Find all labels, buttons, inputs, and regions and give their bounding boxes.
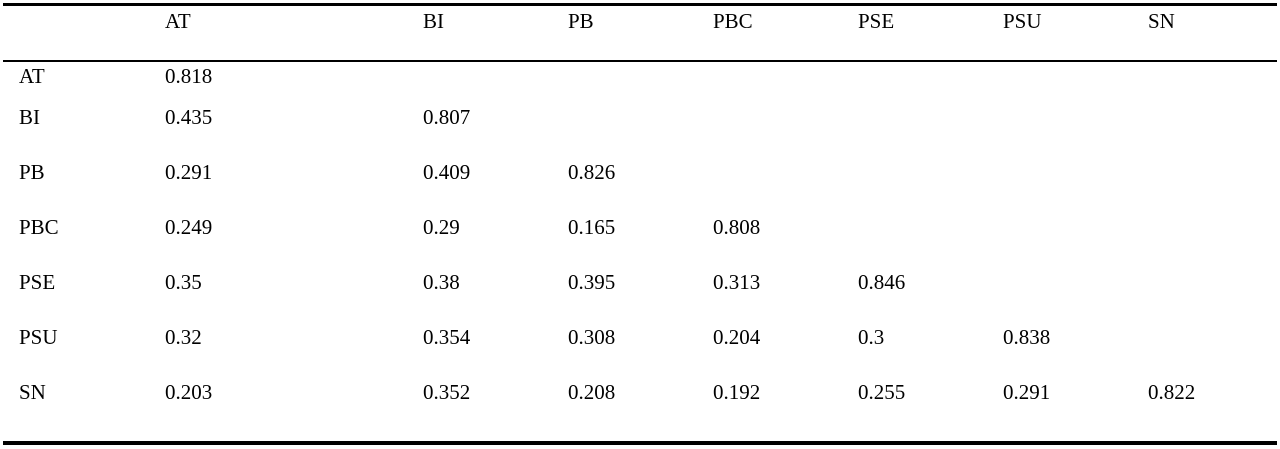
table-row: SN 0.203 0.352 0.208 0.192 0.255 0.291 0… bbox=[0, 365, 1280, 420]
row-label: PBC bbox=[19, 215, 59, 239]
table-cell: 0.822 bbox=[1148, 380, 1196, 404]
table-cell: 0.291 bbox=[165, 160, 213, 184]
table-cell: 0.395 bbox=[568, 270, 616, 294]
table-row: PB 0.291 0.409 0.826 bbox=[0, 145, 1280, 200]
table-cell bbox=[713, 145, 858, 200]
table-cell bbox=[1003, 255, 1148, 310]
table-cell: 0.846 bbox=[858, 270, 906, 294]
table-cell: 0.818 bbox=[165, 63, 213, 88]
table-cell: 0.291 bbox=[1003, 380, 1051, 404]
table-cell: 0.38 bbox=[423, 270, 460, 294]
table-cell bbox=[713, 62, 858, 90]
table-cell: 0.29 bbox=[423, 215, 460, 239]
column-header: PSE bbox=[858, 8, 895, 33]
table-cell bbox=[1148, 200, 1280, 255]
corner-cell bbox=[0, 0, 165, 42]
table-cell: 0.255 bbox=[858, 380, 906, 404]
table-cell: 0.165 bbox=[568, 215, 616, 239]
table-cell: 0.208 bbox=[568, 380, 616, 404]
table-cell: 0.203 bbox=[165, 380, 213, 404]
table-header-row: AT BI PB PBC PSE PSU SN bbox=[0, 0, 1280, 42]
table-row: PSU 0.32 0.354 0.308 0.204 0.3 0.838 bbox=[0, 310, 1280, 365]
table-cell: 0.35 bbox=[165, 270, 202, 294]
table-cell bbox=[423, 62, 568, 90]
table-cell: 0.435 bbox=[165, 105, 213, 129]
table-cell bbox=[1148, 90, 1280, 145]
table-cell: 0.313 bbox=[713, 270, 761, 294]
table-cell bbox=[1003, 145, 1148, 200]
table-row: PSE 0.35 0.38 0.395 0.313 0.846 bbox=[0, 255, 1280, 310]
table-cell bbox=[1148, 255, 1280, 310]
column-header: SN bbox=[1148, 8, 1175, 33]
table-cell: 0.409 bbox=[423, 160, 471, 184]
table-cell: 0.354 bbox=[423, 325, 471, 349]
row-label: AT bbox=[19, 63, 45, 88]
table-row: BI 0.435 0.807 bbox=[0, 90, 1280, 145]
table-cell: 0.807 bbox=[423, 105, 471, 129]
table-cell bbox=[568, 90, 713, 145]
row-label: BI bbox=[19, 105, 40, 129]
table-cell bbox=[858, 62, 1003, 90]
table-cell: 0.204 bbox=[713, 325, 761, 349]
table-cell bbox=[1148, 145, 1280, 200]
table-row: PBC 0.249 0.29 0.165 0.808 bbox=[0, 200, 1280, 255]
table-cell bbox=[858, 90, 1003, 145]
table-cell bbox=[858, 200, 1003, 255]
table-header-rule bbox=[3, 60, 1277, 62]
table-top-rule bbox=[3, 3, 1277, 6]
table-cell: 0.249 bbox=[165, 215, 213, 239]
column-header: PSU bbox=[1003, 8, 1042, 33]
table-cell: 0.826 bbox=[568, 160, 616, 184]
column-header: PB bbox=[568, 8, 594, 33]
table-cell bbox=[1003, 200, 1148, 255]
column-header: AT bbox=[165, 8, 191, 33]
table-row: AT 0.818 bbox=[0, 62, 1280, 90]
table-cell bbox=[1148, 310, 1280, 365]
table-cell: 0.192 bbox=[713, 380, 761, 404]
table-cell: 0.352 bbox=[423, 380, 471, 404]
table-cell: 0.3 bbox=[858, 325, 885, 349]
table-cell: 0.838 bbox=[1003, 325, 1051, 349]
table-cell bbox=[1148, 62, 1280, 90]
table-cell bbox=[568, 62, 713, 90]
row-label: PSU bbox=[19, 325, 58, 349]
column-header: PBC bbox=[713, 8, 753, 33]
table-cell bbox=[1003, 90, 1148, 145]
table-cell: 0.808 bbox=[713, 215, 761, 239]
row-label: PB bbox=[19, 160, 45, 184]
table-bottom-rule bbox=[3, 441, 1277, 445]
table-cell bbox=[858, 145, 1003, 200]
row-label: SN bbox=[19, 380, 46, 404]
column-header: BI bbox=[423, 8, 444, 33]
correlation-table: AT BI PB PBC PSE PSU SN AT 0.818 BI 0.43… bbox=[0, 0, 1280, 420]
table-cell bbox=[1003, 62, 1148, 90]
table-cell: 0.32 bbox=[165, 325, 202, 349]
row-label: PSE bbox=[19, 270, 56, 294]
table-cell: 0.308 bbox=[568, 325, 616, 349]
table-cell bbox=[713, 90, 858, 145]
